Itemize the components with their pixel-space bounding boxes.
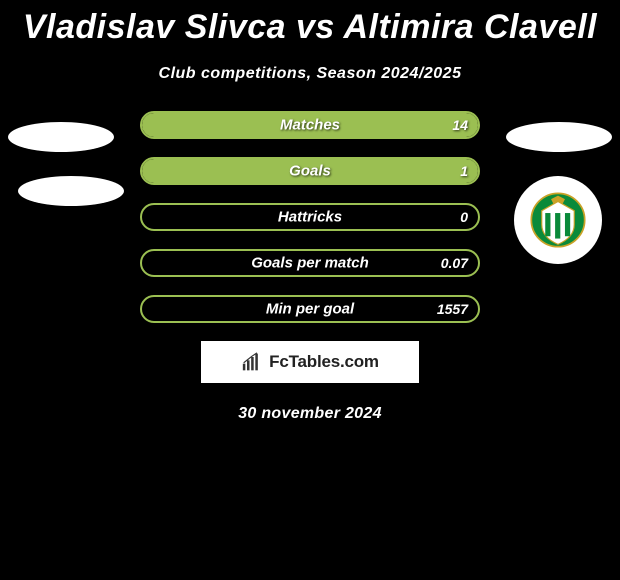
bar-value: 14 xyxy=(452,117,468,133)
bar-label: Matches xyxy=(280,117,340,134)
left-small-badge-2 xyxy=(18,176,124,206)
stats-bars: Matches 14 Goals 1 Hattricks 0 Goals per… xyxy=(140,111,480,323)
bar-label: Min per goal xyxy=(266,301,354,318)
logo-text: FcTables.com xyxy=(269,352,379,372)
bar-value: 1 xyxy=(460,163,468,179)
bar-goals: Goals 1 xyxy=(140,157,480,185)
bar-matches: Matches 14 xyxy=(140,111,480,139)
bar-label: Goals per match xyxy=(251,255,369,272)
chart-icon xyxy=(241,352,263,372)
page-title: Vladislav Slivca vs Altimira Clavell xyxy=(0,0,620,47)
bar-value: 0.07 xyxy=(441,255,468,271)
bar-value: 1557 xyxy=(437,301,468,317)
betis-crest-icon xyxy=(529,191,587,249)
page-subtitle: Club competitions, Season 2024/2025 xyxy=(0,65,620,83)
bar-label: Goals xyxy=(289,163,331,180)
bar-goals-per-match: Goals per match 0.07 xyxy=(140,249,480,277)
bar-hattricks: Hattricks 0 xyxy=(140,203,480,231)
right-small-badge xyxy=(506,122,612,152)
date-text: 30 november 2024 xyxy=(0,405,620,423)
team-crest-circle xyxy=(514,176,602,264)
bar-min-per-goal: Min per goal 1557 xyxy=(140,295,480,323)
left-small-badge-1 xyxy=(8,122,114,152)
fctables-logo: FcTables.com xyxy=(201,341,419,383)
bar-label: Hattricks xyxy=(278,209,342,226)
bar-value: 0 xyxy=(460,209,468,225)
